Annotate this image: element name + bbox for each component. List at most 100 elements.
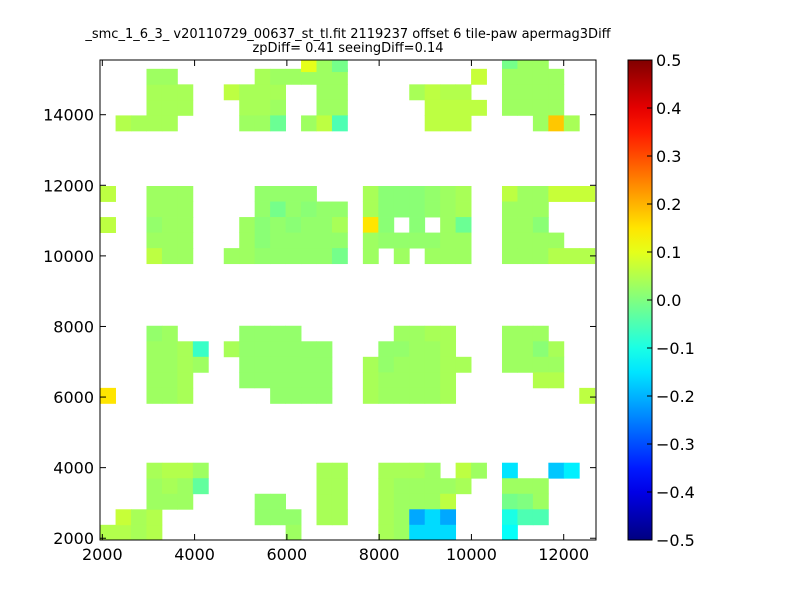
heatmap-cell [270,248,286,265]
heatmap-cell [301,248,317,265]
heatmap-cell [532,186,549,202]
heatmap-cell [455,462,472,479]
heatmap-cell [270,201,286,218]
colorbar-tick-label: −0.5 [656,531,695,550]
heatmap-cell [177,493,194,510]
heatmap-cell [501,217,518,233]
heatmap-cell [563,248,580,265]
heatmap-cell [285,325,302,342]
heatmap-cell [409,325,426,342]
heatmap-cell [579,387,596,404]
heatmap-cell [161,341,178,358]
heatmap-cell [409,186,426,202]
heatmap-cell [548,186,565,202]
heatmap-cell [270,509,286,526]
heatmap-cell [285,186,302,202]
heatmap-cell [517,201,534,218]
heatmap-cell [270,186,286,202]
heatmap-cell [270,356,286,373]
heatmap-cell [331,248,348,265]
heatmap-cell [161,84,178,101]
heatmap-cell [501,248,518,265]
heatmap-cell [455,356,472,373]
heatmap-cell [285,509,302,526]
heatmap-cell [532,115,549,132]
heatmap-cell [331,115,348,132]
heatmap-cell [424,115,441,132]
heatmap-cell [316,248,333,265]
heatmap-cell [177,186,194,202]
heatmap-cells [100,60,596,541]
heatmap-cell [223,84,240,101]
heatmap-cell [455,232,472,249]
colorbar-tick-label: −0.3 [656,435,695,454]
heatmap-cell [548,341,565,358]
heatmap-cell [316,462,333,479]
heatmap-cell [532,372,549,389]
heatmap-cell [409,478,426,495]
heatmap-cell [579,186,596,202]
heatmap-cell [316,115,333,132]
heatmap-cell [378,524,395,541]
y-tick-label: 6000 [53,388,94,407]
heatmap-cell [393,186,410,202]
heatmap-cell [424,372,441,389]
heatmap-cell [301,201,317,218]
heatmap-cell [548,248,565,265]
heatmap-cell [331,60,348,73]
heatmap-cell [532,217,549,233]
colorbar-tick-label: −0.1 [656,339,695,358]
heatmap-cell [316,509,333,526]
heatmap-cell [177,248,194,265]
heatmap-cell [161,356,178,373]
heatmap-cell [316,372,333,389]
heatmap-cell [270,232,286,249]
heatmap-cell [517,186,534,202]
heatmap-cell [393,478,410,495]
heatmap-cell [532,68,549,85]
heatmap-cell [270,372,286,389]
heatmap-cell [254,84,271,101]
heatmap-cell [331,201,348,218]
heatmap-cell [501,509,518,526]
heatmap-cell [579,248,596,265]
heatmap-cell [146,493,163,510]
heatmap-cell [424,248,441,265]
heatmap-cell [501,84,518,101]
heatmap-cell [440,372,457,389]
heatmap-cell [161,201,178,218]
heatmap-cell [393,524,410,541]
heatmap-cell [532,248,549,265]
heatmap-cell [517,99,534,116]
heatmap-cell [285,201,302,218]
heatmap-cell [393,341,410,358]
heatmap-cell [161,186,178,202]
heatmap-cell [239,356,256,373]
heatmap-cell [424,478,441,495]
heatmap-cell [161,325,178,342]
heatmap-cell [177,372,194,389]
chart-subtitle: zpDiff= 0.41 seeingDiff=0.14 [252,41,443,56]
heatmap-cell [532,84,549,101]
heatmap-cell [362,372,379,389]
heatmap-cell [192,341,209,358]
heatmap-cell [301,372,317,389]
heatmap-cell [146,478,163,495]
heatmap-cell [316,356,333,373]
heatmap-cell [501,201,518,218]
heatmap-cell [440,524,457,541]
heatmap-cell [254,509,271,526]
heatmap-cell [177,99,194,116]
heatmap-cell [532,341,549,358]
heatmap-cell [563,186,580,202]
heatmap-cell [532,99,549,116]
heatmap-cell [146,186,163,202]
heatmap-cell [393,372,410,389]
heatmap-cell [131,509,147,526]
heatmap-cell [254,325,271,342]
x-tick-label: 10000 [446,545,497,564]
heatmap-cell [440,478,457,495]
heatmap-cell [100,387,116,404]
heatmap-cell [331,509,348,526]
